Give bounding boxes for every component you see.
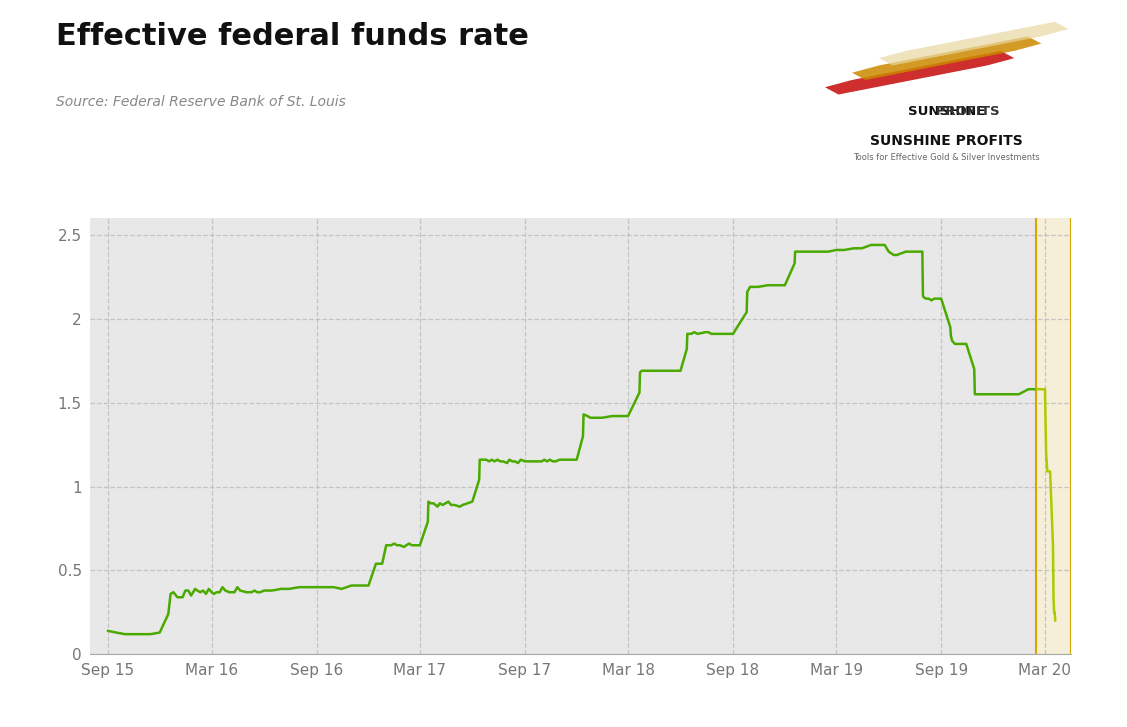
Text: Source: Federal Reserve Bank of St. Louis: Source: Federal Reserve Bank of St. Loui… xyxy=(56,95,346,108)
Text: SUNSHINE PROFITS: SUNSHINE PROFITS xyxy=(870,134,1023,148)
Text: Tools for Effective Gold & Silver Investments: Tools for Effective Gold & Silver Invest… xyxy=(853,153,1040,161)
Bar xyxy=(1037,218,1071,654)
Text: PROFITS: PROFITS xyxy=(894,105,1000,118)
Text: Effective federal funds rate: Effective federal funds rate xyxy=(56,22,530,51)
Text: SUNSHINE: SUNSHINE xyxy=(908,105,985,118)
Polygon shape xyxy=(852,36,1041,80)
Polygon shape xyxy=(879,22,1068,65)
Polygon shape xyxy=(825,51,1014,95)
